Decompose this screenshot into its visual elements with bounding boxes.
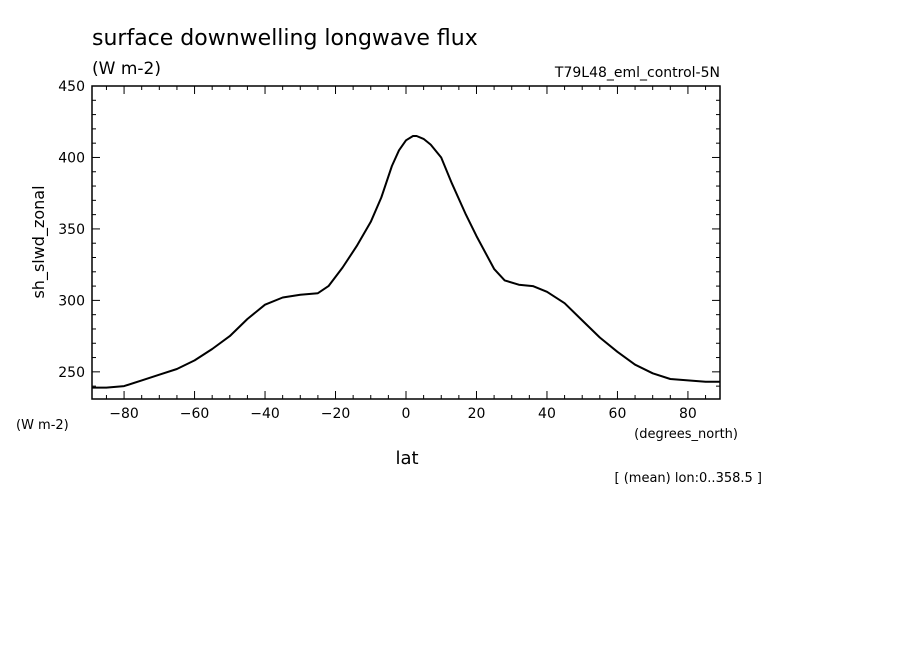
x-tick-label: −80 (109, 406, 139, 422)
y-axis-label: sh_slwd_zonal (29, 185, 49, 298)
x-axis-ticks: −80 −60 −40 −20 0 20 40 60 80 (105, 86, 707, 422)
x-tick-label: 80 (679, 406, 697, 422)
y-tick-label: 350 (58, 222, 85, 238)
experiment-label: T79L48_eml_control-5N (554, 65, 720, 81)
x-axis-label: lat (395, 448, 418, 469)
x-tick-label: 60 (609, 406, 627, 422)
y-tick-label: 300 (58, 293, 85, 309)
x-tick-label: 40 (538, 406, 556, 422)
x-tick-label: −20 (321, 406, 351, 422)
plot-frame (91, 85, 721, 400)
chart-title: surface downwelling longwave flux (92, 26, 478, 51)
footnote: [ (mean) lon:0..358.5 ] (615, 471, 763, 486)
y-tick-label: 450 (58, 79, 85, 95)
x-tick-label: 0 (402, 406, 411, 422)
y-tick-label: 250 (58, 365, 85, 381)
x-tick-label: −40 (250, 406, 280, 422)
y-tick-label: 400 (58, 150, 85, 166)
y-axis-units: (W m-2) (16, 418, 69, 433)
x-tick-label: −60 (180, 406, 210, 422)
x-tick-label: 20 (468, 406, 486, 422)
x-axis-units: (degrees_north) (634, 427, 738, 442)
y-axis-ticks: 250 300 350 400 450 (58, 79, 720, 387)
chart-units: (W m-2) (92, 59, 161, 79)
series-line (92, 135, 720, 389)
